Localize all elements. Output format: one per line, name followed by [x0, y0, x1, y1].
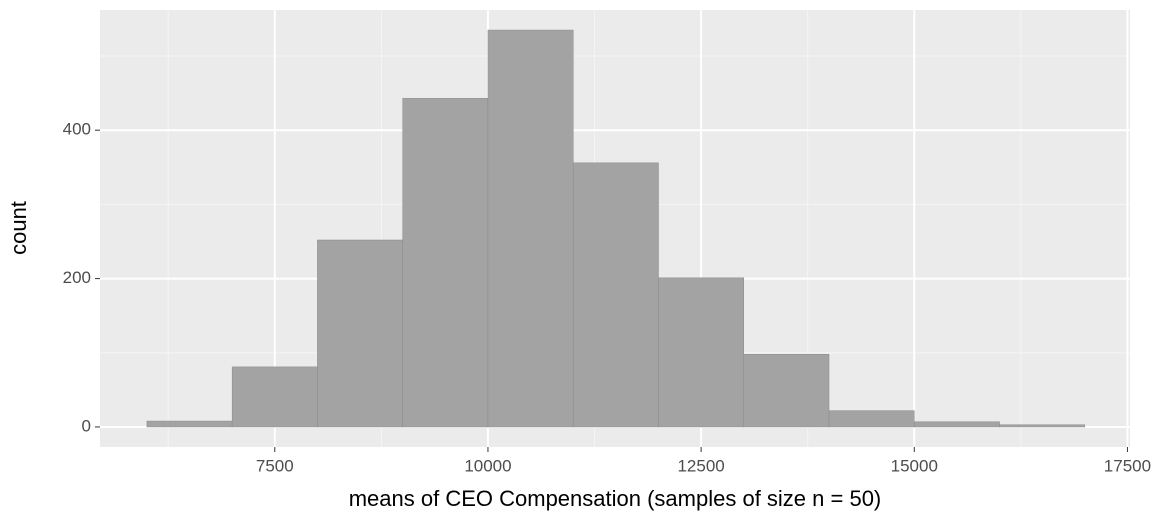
bar	[914, 421, 1000, 428]
y-tick-label: 200	[63, 268, 91, 287]
bar	[231, 366, 318, 428]
x-tick-label: 12500	[677, 456, 724, 475]
y-tick-label: 0	[82, 416, 91, 435]
y-tick-label: 400	[63, 120, 91, 139]
bar	[828, 410, 915, 428]
bar	[658, 277, 745, 428]
x-tick-label: 10000	[464, 456, 511, 475]
bar	[487, 29, 574, 428]
x-tick-label: 7500	[256, 456, 294, 475]
x-tick-label: 15000	[891, 456, 938, 475]
bar	[743, 354, 830, 428]
bar	[999, 424, 1086, 428]
x-tick-label: 17500	[1104, 456, 1151, 475]
bar	[572, 162, 659, 428]
bar	[317, 239, 403, 428]
x-axis-title: means of CEO Compensation (samples of si…	[349, 486, 882, 511]
bar	[146, 420, 233, 428]
bar	[402, 98, 489, 428]
y-axis-title: count	[6, 201, 31, 255]
